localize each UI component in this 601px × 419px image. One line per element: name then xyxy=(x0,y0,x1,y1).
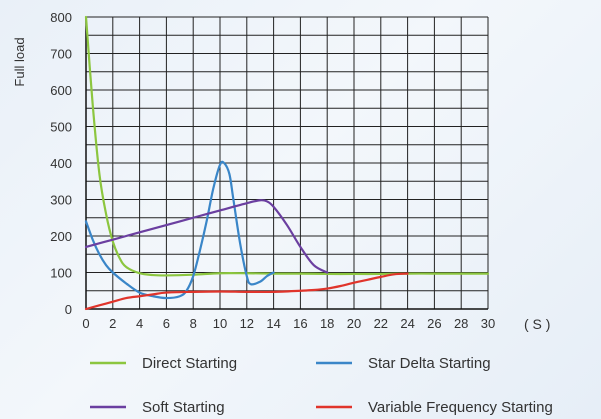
x-tick-label: 14 xyxy=(266,316,280,331)
x-axis-unit: ( S ) xyxy=(524,316,550,332)
x-tick-label: 10 xyxy=(213,316,227,331)
series-lines xyxy=(84,15,490,311)
x-tick-label: 28 xyxy=(454,316,468,331)
series-line-star-delta-starting xyxy=(84,160,275,300)
legend-label: Direct Starting xyxy=(142,355,237,372)
x-tick-label: 12 xyxy=(240,316,254,331)
y-tick-label: 600 xyxy=(50,83,72,98)
x-tick-label: 6 xyxy=(163,316,170,331)
x-tick-label: 22 xyxy=(374,316,388,331)
x-tick-label: 0 xyxy=(82,316,89,331)
y-tick-label: 100 xyxy=(50,266,72,281)
y-tick-label: 0 xyxy=(65,302,72,317)
series-line-variable-frequency-starting xyxy=(84,272,409,311)
legend-label: Star Delta Starting xyxy=(368,355,491,372)
axes xyxy=(85,17,488,310)
series-line-direct-starting xyxy=(84,15,490,277)
y-axis-label: Full load xyxy=(12,37,27,86)
legend-item-direct-starting: Direct Starting xyxy=(90,355,237,372)
legend-item-soft-starting: Soft Starting xyxy=(90,399,225,416)
x-tick-label: 16 xyxy=(293,316,307,331)
y-tick-label: 800 xyxy=(50,10,72,25)
legend-label: Soft Starting xyxy=(142,399,225,416)
x-tick-label: 18 xyxy=(320,316,334,331)
legend: Direct Starting Star Delta Starting Soft S… xyxy=(90,355,553,416)
legend-label: Variable Frequency Starting xyxy=(368,399,553,416)
tick-labels: 0 2 4 6 8 10 12 14 16 18 20 22 24 26 28 300100200300400… xyxy=(50,10,495,331)
x-tick-label: 20 xyxy=(347,316,361,331)
series-line-soft-starting xyxy=(84,199,329,274)
grid xyxy=(85,16,489,310)
x-tick-label: 30 xyxy=(481,316,495,331)
y-tick-label: 200 xyxy=(50,229,72,244)
legend-item-variable-frequency-starting: Variable Frequency Starting xyxy=(316,399,553,416)
y-tick-label: 400 xyxy=(50,156,72,171)
y-tick-label: 700 xyxy=(50,47,72,62)
y-tick-label: 500 xyxy=(50,120,72,135)
legend-item-star-delta-starting: Star Delta Starting xyxy=(316,355,491,372)
x-tick-label: 24 xyxy=(400,316,414,331)
x-tick-label: 26 xyxy=(427,316,441,331)
x-tick-label: 8 xyxy=(190,316,197,331)
x-tick-label: 2 xyxy=(109,316,116,331)
x-tick-label: 4 xyxy=(136,316,143,331)
y-tick-label: 300 xyxy=(50,193,72,208)
